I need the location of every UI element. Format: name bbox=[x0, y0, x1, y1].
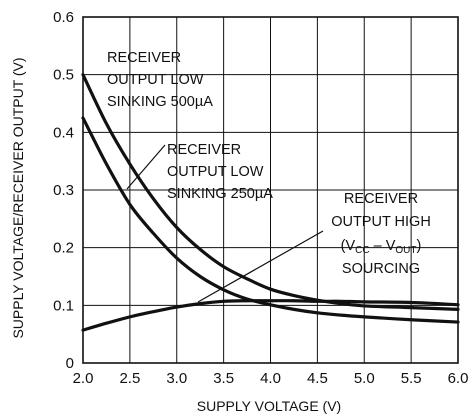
y-tick-label: 0.3 bbox=[53, 182, 74, 199]
vout-subscript: OUT bbox=[395, 245, 416, 256]
series-line-sinking-250ua bbox=[81, 116, 460, 324]
x-tick-label: 5.5 bbox=[401, 370, 422, 387]
annotation-high-line2: OUTPUT HIGH bbox=[331, 214, 431, 230]
x-tick-label: 4.0 bbox=[260, 370, 281, 387]
annotation-high-line3: (VCC – VOUT) bbox=[341, 238, 422, 256]
y-tick-label: 0.6 bbox=[53, 9, 74, 26]
annotation-sinking-250: RECEIVER OUTPUT LOW SINKING 250µA bbox=[126, 142, 273, 202]
y-axis-title: SUPPLY VOLTAGE/RECEIVER OUTPUT (V) bbox=[10, 57, 26, 338]
annotation-500-line1: RECEIVER bbox=[107, 50, 181, 66]
x-tick-label: 2.0 bbox=[73, 370, 94, 387]
series-line-sinking-500ua bbox=[81, 73, 460, 311]
x-tick-label: 3.5 bbox=[213, 370, 234, 387]
annotation-250-line3: SINKING 250µA bbox=[167, 186, 273, 202]
series-lines bbox=[81, 73, 460, 332]
y-tick-label: 0.5 bbox=[53, 67, 74, 84]
y-tick-label: 0.4 bbox=[53, 124, 74, 141]
grid-lines bbox=[83, 17, 458, 363]
annotation-high-line1: RECEIVER bbox=[344, 191, 418, 207]
x-tick-label: 3.0 bbox=[166, 370, 187, 387]
vcc-subscript: CC bbox=[355, 245, 369, 256]
y-tick-label: 0.2 bbox=[53, 240, 74, 257]
annotation-high-line4: SOURCING bbox=[342, 261, 420, 277]
annotation-500-line2: OUTPUT LOW bbox=[107, 72, 204, 88]
x-tick-labels: 2.0 2.5 3.0 3.5 4.0 4.5 5.0 5.5 6.0 bbox=[73, 370, 469, 387]
minus-v: – V bbox=[370, 238, 396, 254]
annotation-output-high: RECEIVER OUTPUT HIGH (VCC – VOUT) SOURCI… bbox=[197, 191, 431, 303]
x-tick-label: 5.0 bbox=[354, 370, 375, 387]
vcc-open: (V bbox=[341, 238, 356, 254]
x-tick-label: 4.5 bbox=[307, 370, 328, 387]
annotation-sinking-500: RECEIVER OUTPUT LOW SINKING 500µA bbox=[107, 50, 213, 110]
y-tick-label: 0.1 bbox=[53, 297, 74, 314]
x-tick-label: 6.0 bbox=[448, 370, 469, 387]
annotation-500-line3: SINKING 500µA bbox=[107, 94, 213, 110]
leader-high bbox=[197, 230, 324, 303]
vout-close: ) bbox=[417, 238, 422, 254]
series-line-output-high bbox=[81, 299, 460, 332]
annotation-250-line2: OUTPUT LOW bbox=[167, 164, 264, 180]
y-tick-label: 0 bbox=[66, 355, 74, 372]
x-tick-label: 2.5 bbox=[119, 370, 140, 387]
plot-frame bbox=[82, 16, 459, 364]
y-tick-labels: 0 0.1 0.2 0.3 0.4 0.5 0.6 bbox=[53, 9, 74, 372]
x-axis-title: SUPPLY VOLTAGE (V) bbox=[197, 398, 341, 414]
annotation-250-line1: RECEIVER bbox=[167, 142, 241, 158]
leader-250 bbox=[126, 144, 166, 190]
